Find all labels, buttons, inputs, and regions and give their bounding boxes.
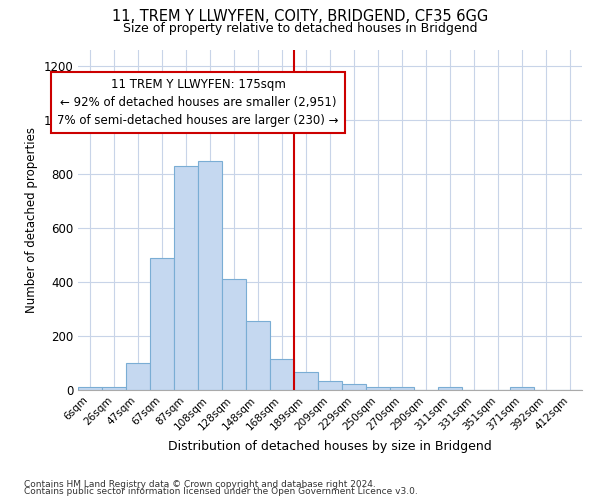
Bar: [102, 388, 126, 390]
Bar: [270, 359, 294, 390]
Bar: [438, 387, 462, 390]
Bar: [126, 363, 150, 390]
Text: 11, TREM Y LLWYFEN, COITY, BRIDGEND, CF35 6GG: 11, TREM Y LLWYFEN, COITY, BRIDGEND, CF3…: [112, 9, 488, 24]
Bar: [78, 388, 102, 390]
Bar: [222, 280, 246, 390]
Bar: [510, 388, 534, 390]
Bar: [294, 372, 318, 390]
Bar: [246, 321, 270, 390]
Text: Contains public sector information licensed under the Open Government Licence v3: Contains public sector information licen…: [24, 487, 418, 496]
Y-axis label: Number of detached properties: Number of detached properties: [25, 127, 38, 313]
Text: Contains HM Land Registry data © Crown copyright and database right 2024.: Contains HM Land Registry data © Crown c…: [24, 480, 376, 489]
Bar: [390, 387, 414, 390]
Bar: [342, 384, 366, 390]
Bar: [366, 387, 390, 390]
Bar: [150, 258, 174, 390]
Text: Size of property relative to detached houses in Bridgend: Size of property relative to detached ho…: [123, 22, 477, 35]
Text: 11 TREM Y LLWYFEN: 175sqm
← 92% of detached houses are smaller (2,951)
7% of sem: 11 TREM Y LLWYFEN: 175sqm ← 92% of detac…: [57, 78, 339, 128]
X-axis label: Distribution of detached houses by size in Bridgend: Distribution of detached houses by size …: [168, 440, 492, 453]
Bar: [318, 380, 342, 390]
Bar: [174, 166, 198, 390]
Bar: [198, 160, 222, 390]
